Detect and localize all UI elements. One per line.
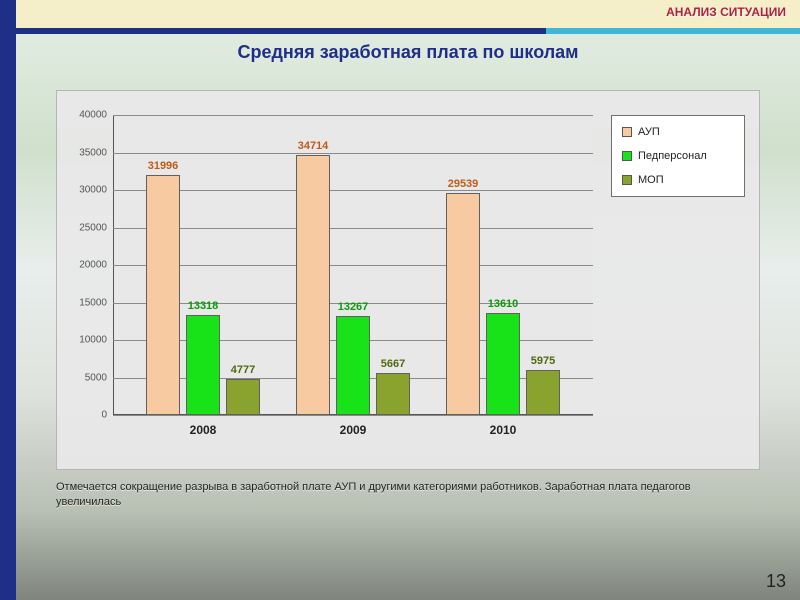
legend-label: МОП <box>638 174 664 186</box>
bar-value-label: 31996 <box>148 160 179 172</box>
footnote-text: Отмечается сокращение разрыва в заработн… <box>56 480 750 510</box>
bar-value-label: 13267 <box>338 301 369 313</box>
bar: 29539 <box>446 193 480 415</box>
chart-plot: 0500010000150002000025000300003500040000… <box>113 115 593 415</box>
slide: АНАЛИЗ СИТУАЦИИ Средняя заработная плата… <box>0 0 800 600</box>
x-category-label: 2008 <box>190 423 217 437</box>
legend-swatch <box>622 175 632 185</box>
legend-swatch <box>622 151 632 161</box>
x-category-label: 2009 <box>340 423 367 437</box>
bar: 4777 <box>226 379 260 415</box>
y-tick-label: 15000 <box>79 297 107 308</box>
bar: 31996 <box>146 175 180 415</box>
bar: 5667 <box>376 373 410 416</box>
section-label: АНАЛИЗ СИТУАЦИИ <box>666 5 786 19</box>
y-tick-label: 20000 <box>79 260 107 271</box>
bar-value-label: 4777 <box>231 364 255 376</box>
x-category-label: 2010 <box>490 423 517 437</box>
bar-value-label: 5667 <box>381 358 405 370</box>
y-tick-label: 30000 <box>79 185 107 196</box>
legend-item: АУП <box>622 126 734 138</box>
page-title: Средняя заработная плата по школам <box>16 42 800 63</box>
header-stripe-cyan <box>546 28 800 34</box>
gridline <box>113 415 593 416</box>
y-tick-label: 0 <box>101 410 107 421</box>
legend-item: Педперсонал <box>622 150 734 162</box>
gridline <box>113 265 593 266</box>
y-tick-label: 10000 <box>79 335 107 346</box>
header-stripe <box>16 28 800 34</box>
bar: 5975 <box>526 370 560 415</box>
gridline <box>113 115 593 116</box>
legend-label: Педперсонал <box>638 150 707 162</box>
bar: 13267 <box>336 316 370 416</box>
header-stripe-navy <box>16 28 546 34</box>
legend-swatch <box>622 127 632 137</box>
bar-value-label: 34714 <box>298 140 329 152</box>
chart-panel: 0 5000 10000 15000 20000 25000 30000 35000 40000… <box>56 90 760 470</box>
page-number: 13 <box>766 571 786 592</box>
gridline <box>113 228 593 229</box>
y-tick-label: 35000 <box>79 147 107 158</box>
y-tick-label: 5000 <box>85 372 107 383</box>
bar-value-label: 29539 <box>448 178 479 190</box>
bar: 13318 <box>186 315 220 415</box>
gridline <box>113 190 593 191</box>
bar: 34714 <box>296 155 330 415</box>
chart-legend: АУП Педперсонал МОП <box>611 115 745 197</box>
legend-label: АУП <box>638 126 660 138</box>
legend-item: МОП <box>622 174 734 186</box>
y-tick-label: 25000 <box>79 222 107 233</box>
bar-value-label: 5975 <box>531 355 555 367</box>
bar: 13610 <box>486 313 520 415</box>
bar-value-label: 13610 <box>488 298 519 310</box>
gridline <box>113 153 593 154</box>
y-tick-label: 40000 <box>79 110 107 121</box>
bar-value-label: 13318 <box>188 300 219 312</box>
